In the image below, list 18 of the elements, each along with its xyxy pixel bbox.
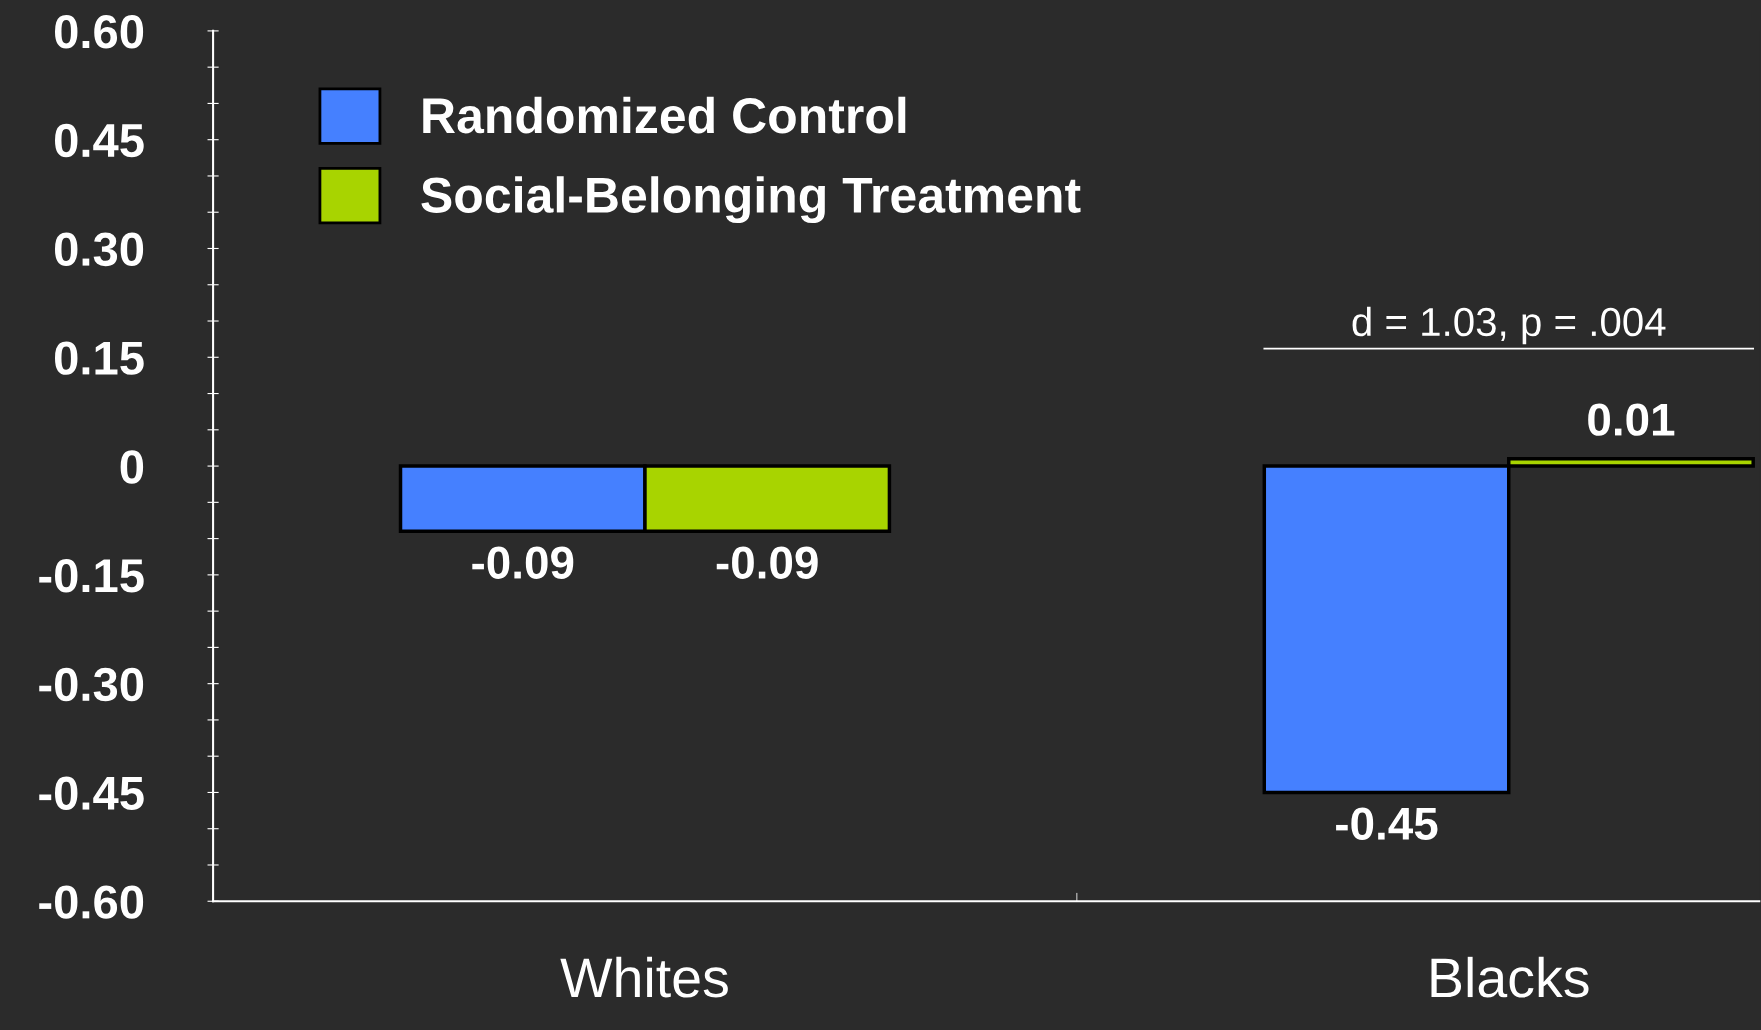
- y-tick-label: 0: [120, 450, 144, 484]
- y-tick-label: -0.60: [39, 885, 144, 919]
- annotation: d = 1.03, p = .004: [1352, 306, 1666, 345]
- legend-label: Randomized Control: [423, 96, 906, 134]
- legend-label: Social-Belonging Treatment: [421, 176, 1081, 224]
- y-tick-label: 0.15: [54, 341, 144, 375]
- y-tick-label: -0.15: [39, 559, 144, 593]
- x-tick-label: Blacks: [1431, 956, 1589, 998]
- y-tick-label: -0.30: [39, 667, 144, 702]
- x-tick-label: Whites: [560, 956, 728, 998]
- y-tick-label: 0.45: [54, 123, 144, 158]
- data-label: -0.45: [1336, 807, 1438, 841]
- data-label: -0.09: [716, 546, 818, 579]
- data-label: -0.09: [472, 546, 574, 579]
- y-tick-label: 0.30: [54, 232, 144, 267]
- data-label: 0.01: [1588, 403, 1675, 436]
- y-tick-label: 0.60: [54, 15, 144, 49]
- y-tick-label: -0.45: [39, 776, 144, 811]
